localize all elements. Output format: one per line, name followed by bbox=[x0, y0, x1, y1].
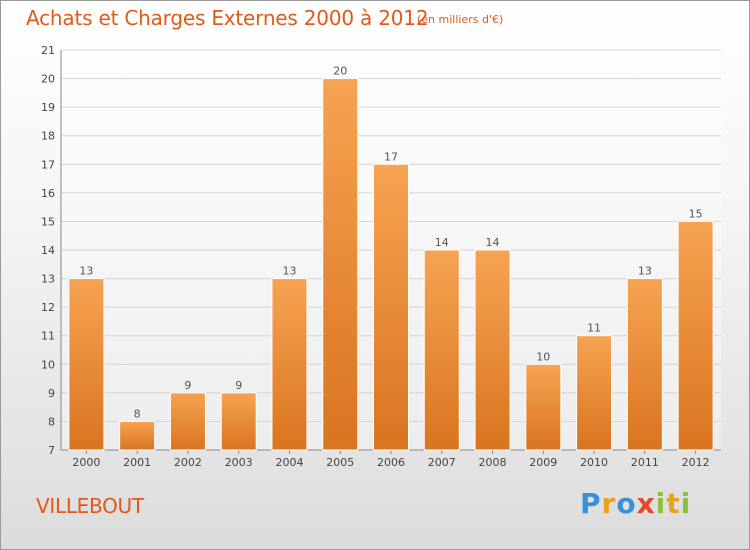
y-tick-label: 21 bbox=[41, 44, 55, 57]
x-tick-label: 2006 bbox=[377, 456, 405, 469]
data-label: 13 bbox=[638, 265, 652, 278]
y-tick-label: 20 bbox=[41, 73, 55, 86]
y-tick-label: 14 bbox=[41, 244, 55, 257]
bar-2007 bbox=[423, 249, 460, 451]
x-tick-label: 2007 bbox=[428, 456, 456, 469]
x-tick-label: 2001 bbox=[123, 456, 151, 469]
y-tick-label: 13 bbox=[41, 273, 55, 286]
y-tick-label: 11 bbox=[41, 330, 55, 343]
data-label: 17 bbox=[384, 150, 398, 163]
x-tick-label: 2010 bbox=[580, 456, 608, 469]
x-tick-label: 2008 bbox=[479, 456, 507, 469]
x-tick-label: 2005 bbox=[326, 456, 354, 469]
bar-2006 bbox=[373, 163, 409, 451]
bar-2010 bbox=[576, 335, 613, 451]
x-tick-label: 2004 bbox=[275, 456, 303, 469]
y-tick-label: 18 bbox=[41, 130, 55, 143]
bar-2008 bbox=[474, 249, 511, 451]
y-tick-label: 8 bbox=[48, 415, 55, 428]
chart-unit: (en milliers d'€) bbox=[417, 13, 504, 26]
y-tick-label: 7 bbox=[48, 444, 55, 457]
x-tick-label: 2011 bbox=[631, 456, 659, 469]
place-name: VILLEBOUT bbox=[36, 494, 144, 518]
data-label: 11 bbox=[587, 322, 601, 335]
y-tick-label: 19 bbox=[41, 101, 55, 114]
data-label: 13 bbox=[79, 265, 93, 278]
data-label: 13 bbox=[282, 265, 296, 278]
y-tick-label: 15 bbox=[41, 215, 55, 228]
y-tick-label: 12 bbox=[41, 301, 55, 314]
labels: 7 8 9 10 11 12 13 14 15 16 17 18 19 20 21 13 2000 8 2001 9 2… bbox=[41, 44, 710, 469]
bar-2002 bbox=[169, 392, 206, 451]
bars bbox=[68, 78, 714, 451]
bar-2004 bbox=[271, 278, 308, 451]
bar-2000 bbox=[68, 278, 105, 451]
data-label: 14 bbox=[435, 236, 449, 249]
data-label: 8 bbox=[134, 407, 141, 420]
bar-2012 bbox=[677, 220, 714, 451]
x-tick-label: 2000 bbox=[72, 456, 100, 469]
x-tick-label: 2003 bbox=[225, 456, 253, 469]
x-tick-label: 2009 bbox=[529, 456, 557, 469]
bar-2005 bbox=[322, 78, 359, 451]
bar-2009 bbox=[525, 363, 562, 451]
y-tick-label: 10 bbox=[41, 358, 55, 371]
data-label: 15 bbox=[689, 207, 703, 220]
bar-2001 bbox=[119, 420, 156, 451]
y-tick-label: 9 bbox=[48, 387, 55, 400]
data-label: 20 bbox=[333, 65, 347, 78]
y-tick-label: 16 bbox=[41, 187, 55, 200]
chart-title: Achats et Charges Externes 2000 à 2012 bbox=[26, 6, 429, 30]
x-tick-label: 2012 bbox=[682, 456, 710, 469]
bar-2011 bbox=[626, 278, 663, 451]
x-tick-label: 2002 bbox=[174, 456, 202, 469]
data-label: 14 bbox=[486, 236, 500, 249]
data-label: 9 bbox=[184, 379, 191, 392]
data-label: 9 bbox=[235, 379, 242, 392]
y-tick-label: 17 bbox=[41, 158, 55, 171]
bar-2003 bbox=[220, 392, 257, 451]
data-label: 10 bbox=[536, 350, 550, 363]
proxiti-logo: Proxiti bbox=[580, 487, 692, 520]
